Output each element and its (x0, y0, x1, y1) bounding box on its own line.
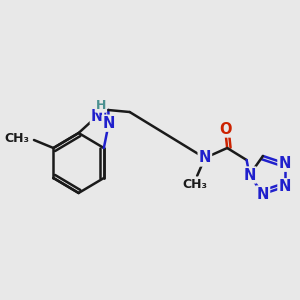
Text: N: N (278, 179, 291, 194)
Text: H: H (96, 99, 106, 112)
Text: CH₃: CH₃ (4, 133, 29, 146)
Text: N: N (199, 151, 211, 166)
Text: N: N (103, 116, 115, 131)
Text: N: N (243, 167, 256, 182)
Text: N: N (91, 109, 103, 124)
Text: N: N (278, 156, 291, 171)
Text: CH₃: CH₃ (183, 178, 208, 190)
Text: O: O (219, 122, 232, 136)
Text: N: N (257, 187, 269, 202)
